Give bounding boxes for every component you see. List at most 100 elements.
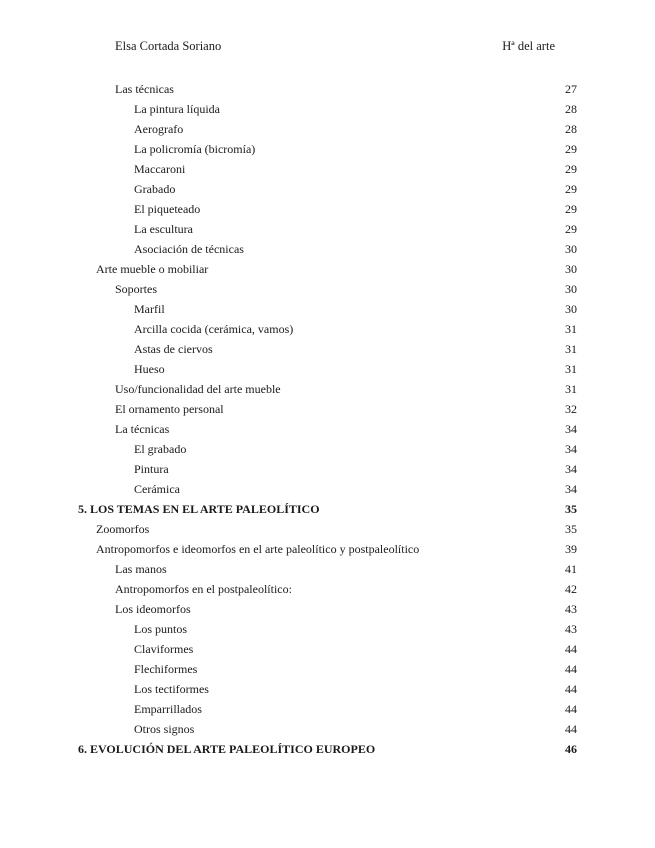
toc-entry-title: El ornamento personal [115, 402, 224, 416]
toc-entry-title: El grabado [134, 442, 187, 456]
toc-entry-title: Zoomorfos [96, 522, 150, 536]
table-of-contents: Las técnicas 27 La pintura líquida 28 Aerogr… [0, 81, 655, 761]
toc-entry-page: 31 [565, 362, 577, 376]
toc-entry-page: 41 [565, 562, 577, 576]
toc-entry-page: 29 [565, 162, 577, 176]
toc-entry-title: Las técnicas [115, 82, 174, 96]
toc-entry-page: 35 [565, 522, 577, 536]
toc-entry[interactable]: Antropomorfos en el postpaleolítico: 42 [0, 581, 655, 601]
toc-entry-title: Hueso [134, 362, 165, 376]
toc-entry-page: 44 [565, 682, 577, 696]
toc-entry-page: 43 [565, 622, 577, 636]
toc-entry-page: 31 [565, 382, 577, 396]
toc-entry-title: Cerámica [134, 482, 180, 496]
toc-entry-title: La policromía (bicromía) [134, 142, 256, 156]
toc-entry[interactable]: El grabado 34 [0, 441, 655, 461]
toc-entry[interactable]: Pintura 34 [0, 461, 655, 481]
toc-entry[interactable]: Las manos 41 [0, 561, 655, 581]
toc-entry-page: 42 [565, 582, 577, 596]
toc-entry-title: Uso/funcionalidad del arte mueble [115, 382, 281, 396]
toc-entry[interactable]: Los tectiformes 44 [0, 681, 655, 701]
toc-entry[interactable]: Claviformes 44 [0, 641, 655, 661]
toc-entry-page: 34 [565, 422, 577, 436]
toc-entry[interactable]: Arte mueble o mobiliar 30 [0, 261, 655, 281]
toc-entry-title: 6. EVOLUCIÓN DEL ARTE PALEOLÍTICO EUROPE… [78, 742, 376, 756]
toc-entry-page: 27 [565, 82, 577, 96]
toc-entry[interactable]: 6. EVOLUCIÓN DEL ARTE PALEOLÍTICO EUROPE… [0, 741, 655, 761]
toc-entry-page: 29 [565, 142, 577, 156]
toc-entry[interactable]: Marfil 30 [0, 301, 655, 321]
toc-entry[interactable]: La policromía (bicromía) 29 [0, 141, 655, 161]
header-subject: Hª del arte [502, 39, 555, 53]
toc-entry-page: 44 [565, 702, 577, 716]
toc-entry[interactable]: Uso/funcionalidad del arte mueble 31 [0, 381, 655, 401]
toc-entry-title: Aerografo [134, 122, 184, 136]
toc-entry-title: Arte mueble o mobiliar [96, 262, 209, 276]
toc-entry[interactable]: Grabado 29 [0, 181, 655, 201]
toc-entry[interactable]: Hueso 31 [0, 361, 655, 381]
toc-entry-page: 32 [565, 402, 577, 416]
toc-entry[interactable]: Los ideomorfos 43 [0, 601, 655, 621]
toc-entry[interactable]: La pintura líquida 28 [0, 101, 655, 121]
toc-entry-title: Claviformes [134, 642, 194, 656]
toc-entry[interactable]: Asociación de técnicas 30 [0, 241, 655, 261]
toc-entry-title: Arcilla cocida (cerámica, vamos) [134, 322, 294, 336]
toc-entry-page: 34 [565, 482, 577, 496]
toc-entry-title: Grabado [134, 182, 176, 196]
toc-entry-page: 31 [565, 342, 577, 356]
toc-entry-title: Marfil [134, 302, 165, 316]
toc-entry-title: La escultura [134, 222, 193, 236]
toc-entry-title: Los ideomorfos [115, 602, 191, 616]
toc-entry[interactable]: Astas de ciervos 31 [0, 341, 655, 361]
toc-entry-title: Los tectiformes [134, 682, 209, 696]
toc-entry-title: La pintura líquida [134, 102, 220, 116]
toc-entry-page: 30 [565, 242, 577, 256]
toc-entry-title: Pintura [134, 462, 169, 476]
toc-entry-page: 34 [565, 462, 577, 476]
toc-entry-page: 30 [565, 302, 577, 316]
toc-entry[interactable]: El ornamento personal 32 [0, 401, 655, 421]
toc-entry-page: 46 [565, 742, 577, 756]
toc-entry[interactable]: Los puntos 43 [0, 621, 655, 641]
toc-entry[interactable]: Emparrillados 44 [0, 701, 655, 721]
toc-entry[interactable]: Flechiformes 44 [0, 661, 655, 681]
toc-entry-page: 43 [565, 602, 577, 616]
toc-entry-page: 28 [565, 102, 577, 116]
toc-entry-title: Astas de ciervos [134, 342, 213, 356]
toc-entry-title: 5. LOS TEMAS EN EL ARTE PALEOLÍTICO [78, 502, 320, 516]
toc-entry-page: 44 [565, 722, 577, 736]
toc-entry-page: 29 [565, 182, 577, 196]
toc-entry-title: Antropomorfos e ideomorfos en el arte pa… [96, 542, 420, 556]
toc-entry[interactable]: Maccaroni 29 [0, 161, 655, 181]
toc-entry[interactable]: Soportes 30 [0, 281, 655, 301]
toc-entry[interactable]: El piqueteado 29 [0, 201, 655, 221]
header-author: Elsa Cortada Soriano [115, 39, 222, 53]
toc-entry-title: Soportes [115, 282, 157, 296]
toc-entry-title: Antropomorfos en el postpaleolítico: [115, 582, 292, 596]
toc-entry-page: 29 [565, 222, 577, 236]
toc-entry-title: Flechiformes [134, 662, 198, 676]
toc-entry[interactable]: La escultura 29 [0, 221, 655, 241]
toc-entry[interactable]: Otros signos 44 [0, 721, 655, 741]
toc-entry-title: Los puntos [134, 622, 188, 636]
toc-entry-page: 44 [565, 642, 577, 656]
toc-entry-title: Emparrillados [134, 702, 202, 716]
toc-entry[interactable]: Zoomorfos 35 [0, 521, 655, 541]
toc-entry[interactable]: Aerografo 28 [0, 121, 655, 141]
toc-entry[interactable]: Las técnicas 27 [0, 81, 655, 101]
toc-entry-title: Otros signos [134, 722, 195, 736]
toc-entry-title: Las manos [115, 562, 167, 576]
toc-entry-page: 30 [565, 282, 577, 296]
toc-entry-title: La técnicas [115, 422, 170, 436]
toc-entry-title: El piqueteado [134, 202, 201, 216]
toc-entry-page: 31 [565, 322, 577, 336]
toc-entry-page: 35 [565, 502, 577, 516]
toc-entry-title: Asociación de técnicas [134, 242, 244, 256]
toc-entry[interactable]: 5. LOS TEMAS EN EL ARTE PALEOLÍTICO 35 [0, 501, 655, 521]
toc-entry[interactable]: Antropomorfos e ideomorfos en el arte pa… [0, 541, 655, 561]
toc-entry[interactable]: Cerámica 34 [0, 481, 655, 501]
toc-entry-page: 39 [565, 542, 577, 556]
toc-entry-page: 29 [565, 202, 577, 216]
toc-entry[interactable]: La técnicas 34 [0, 421, 655, 441]
toc-entry[interactable]: Arcilla cocida (cerámica, vamos) 31 [0, 321, 655, 341]
